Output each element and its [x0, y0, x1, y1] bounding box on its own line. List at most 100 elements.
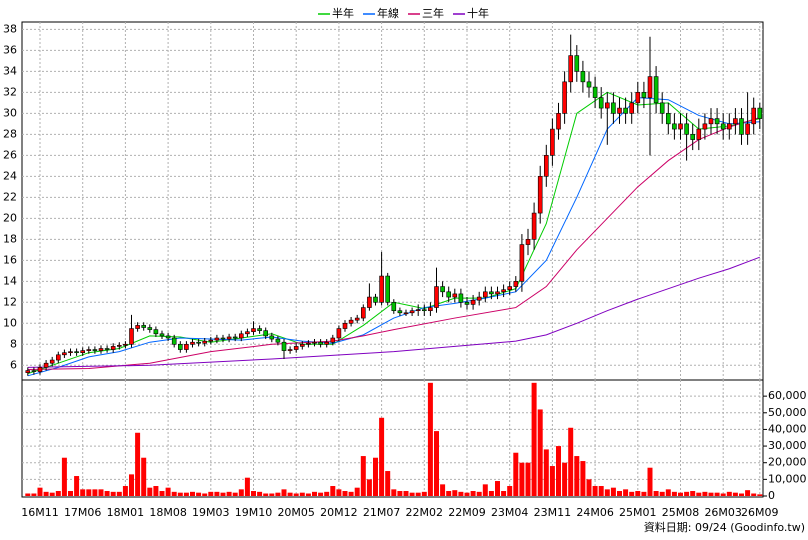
volume-bar — [647, 467, 653, 496]
candle-body — [330, 337, 336, 343]
candle-body — [68, 351, 73, 354]
volume-bar — [714, 492, 720, 496]
volume-bar — [55, 491, 61, 496]
volume-bar — [330, 486, 336, 496]
candle-body — [342, 323, 348, 329]
candle-body — [135, 325, 140, 329]
volume-bar — [598, 486, 604, 496]
candle-body — [232, 336, 238, 339]
candle-body — [214, 337, 220, 341]
volume-bar — [610, 487, 616, 496]
volume-bar — [604, 489, 610, 496]
volume-bar — [458, 491, 464, 496]
volume-bar — [379, 417, 385, 496]
candle-body — [604, 102, 610, 109]
candle-body — [543, 155, 549, 177]
candle-body — [580, 71, 586, 83]
candle-body — [318, 341, 323, 345]
volume-bar — [25, 493, 31, 496]
candle-body — [678, 123, 683, 130]
volume-bar — [80, 489, 86, 496]
x-tick-label: 18M01 — [107, 506, 145, 519]
volume-bar — [507, 486, 513, 496]
candle-body — [25, 370, 31, 373]
volume-bar — [318, 492, 324, 496]
candle-body — [226, 336, 232, 340]
y-tick-label: 12 — [3, 295, 17, 308]
volume-bar — [415, 492, 421, 496]
volume-bar — [92, 489, 98, 496]
x-tick-label: 18M08 — [149, 506, 187, 519]
volume-bar — [147, 487, 153, 496]
candle-body — [31, 370, 37, 372]
candle-body — [470, 299, 476, 305]
volume-bar — [129, 474, 134, 496]
y2-tick-label: 0 — [768, 489, 775, 502]
candle-body — [519, 244, 525, 282]
volume-bar — [293, 493, 299, 496]
candle-body — [525, 239, 531, 245]
volume-bar — [745, 490, 751, 496]
volume-bar — [86, 489, 92, 496]
volume-bar — [37, 487, 43, 496]
volume-bar — [690, 491, 696, 496]
volume-bar — [366, 479, 372, 496]
y-tick-label: 14 — [3, 274, 17, 287]
volume-bar — [342, 491, 348, 496]
volume-bar — [623, 489, 629, 496]
volume-bar — [482, 484, 488, 496]
volume-bar — [177, 492, 183, 496]
candle-body — [391, 302, 397, 312]
y-tick-label: 36 — [3, 43, 17, 56]
volume-bar — [324, 491, 330, 496]
volume-bar — [531, 382, 537, 496]
volume-bar — [409, 492, 415, 496]
volume-bar — [196, 492, 202, 496]
volume-bar — [336, 489, 342, 496]
volume-bar — [190, 491, 195, 496]
candle-body — [647, 76, 653, 98]
candle-body — [245, 331, 250, 335]
candle-body — [702, 123, 708, 130]
candle-body — [464, 302, 470, 305]
candle-body — [629, 102, 635, 114]
candle-body — [507, 286, 513, 291]
candle-body — [421, 309, 427, 312]
candle-body — [129, 328, 134, 345]
volume-bar — [403, 491, 409, 496]
candle-body — [257, 328, 262, 331]
volume-bar — [732, 492, 738, 496]
volume-bar — [440, 484, 446, 496]
candle-body — [489, 291, 494, 295]
volume-bar — [263, 493, 269, 496]
candle-body — [306, 342, 311, 345]
y-tick-label: 6 — [10, 358, 17, 371]
candle-body — [141, 325, 146, 328]
volume-bar — [501, 491, 507, 496]
candle-body — [299, 344, 305, 347]
volume-bar — [653, 491, 659, 496]
y-tick-label: 16 — [3, 253, 17, 266]
candle-body — [159, 333, 165, 337]
candle-body — [354, 317, 360, 321]
candle-body — [251, 328, 256, 333]
legend-label: 半年 — [332, 6, 354, 20]
y2-tick-label: 30,000 — [768, 439, 807, 452]
candle-body — [495, 291, 500, 295]
volume-bar — [513, 452, 519, 496]
volume-bar — [251, 491, 256, 496]
candle-body — [379, 275, 384, 303]
volume-bar — [562, 462, 568, 496]
candle-body — [415, 309, 421, 312]
volume-bar — [757, 494, 763, 496]
volume-bar — [68, 491, 73, 496]
candle-body — [324, 341, 330, 345]
candle-body — [556, 113, 561, 130]
volume-bar — [141, 457, 147, 496]
y-tick-label: 34 — [3, 64, 17, 77]
candle-body — [482, 291, 488, 298]
candle-body — [98, 348, 104, 351]
y-tick-label: 22 — [3, 190, 17, 203]
x-tick-label: 26M03 — [704, 506, 742, 519]
candle-body — [117, 345, 122, 347]
